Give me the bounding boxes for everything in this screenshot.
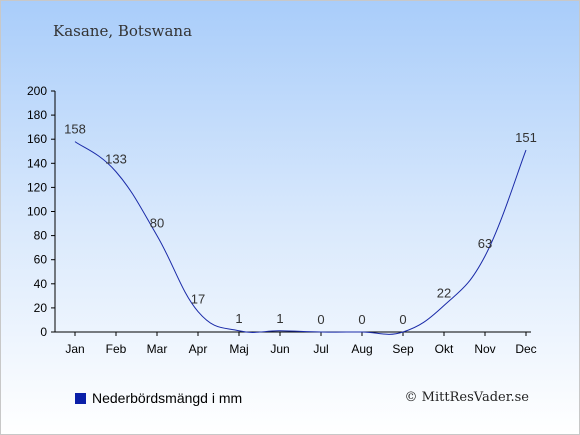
data-label: 0: [317, 312, 324, 327]
chart-title: Kasane, Botswana: [53, 22, 193, 40]
x-tick-label: Aug: [351, 342, 372, 356]
x-tick-label: Dec: [515, 342, 536, 356]
x-tick-label: Apr: [189, 342, 208, 356]
data-label: 151: [515, 130, 537, 145]
legend-label: Nederbördsmängd i mm: [92, 390, 243, 406]
data-label: 1: [235, 311, 242, 326]
x-tick-label: Feb: [106, 342, 127, 356]
y-tick-label: 40: [34, 277, 48, 291]
x-tick-label: Jan: [65, 342, 84, 356]
y-tick-label: 180: [27, 108, 47, 122]
series-line-rainfall: [74, 141, 527, 335]
y-tick-label: 20: [34, 301, 48, 315]
x-tick-label: Sep: [392, 342, 414, 356]
data-label: 17: [191, 292, 205, 307]
data-labels: 158 133 80 17 1 1 0 0 0 22 63 151: [64, 122, 537, 327]
data-label: 22: [437, 285, 451, 300]
y-tick-label: 200: [27, 84, 47, 98]
y-tick-label: 160: [27, 132, 47, 146]
data-label: 0: [399, 312, 406, 327]
x-tick-label: Jun: [270, 342, 289, 356]
credit-text: © MittResVader.se: [404, 390, 529, 405]
x-tick-label: Okt: [435, 342, 454, 356]
x-tick-label: Nov: [474, 342, 495, 356]
y-tick-label: 0: [40, 325, 47, 339]
axes: [51, 90, 531, 336]
data-label: 158: [64, 122, 86, 137]
y-tick-label: 60: [34, 253, 48, 267]
legend-swatch: [75, 392, 86, 404]
y-tick-label: 120: [27, 180, 47, 194]
data-label: 63: [478, 236, 492, 251]
data-label: 133: [105, 152, 127, 167]
data-label: 0: [358, 312, 365, 327]
y-tick-label: 100: [27, 205, 47, 219]
legend: Nederbördsmängd i mm: [75, 390, 242, 406]
x-tick-label: Mar: [147, 342, 168, 356]
data-label: 80: [150, 216, 164, 231]
x-tick-label: Maj: [229, 342, 248, 356]
y-tick-label: 140: [27, 156, 47, 170]
x-tick-label: Jul: [313, 342, 328, 356]
data-label: 1: [276, 311, 283, 326]
y-tick-label: 80: [34, 229, 48, 243]
